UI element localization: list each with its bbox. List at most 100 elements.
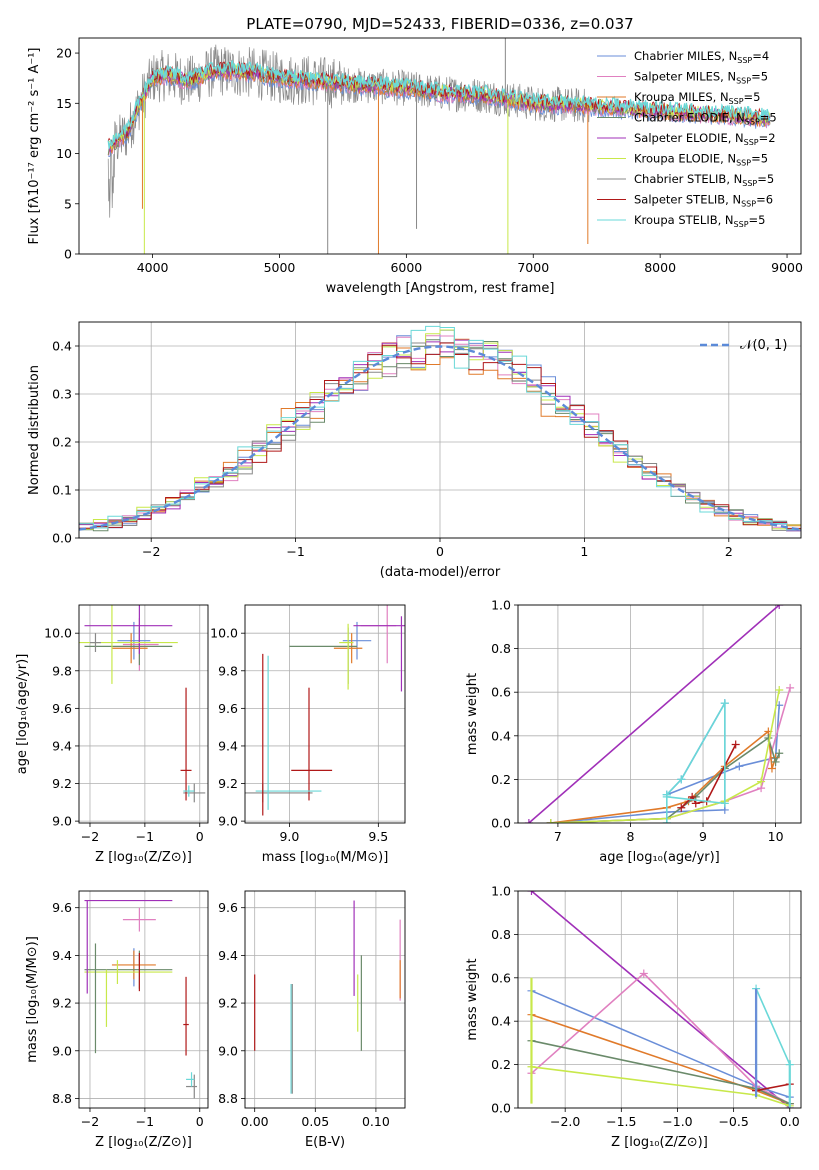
weight-line-purple <box>530 891 791 1108</box>
y-tick-label: 0.0 <box>52 531 72 546</box>
y-tick-label: 10.0 <box>210 626 238 641</box>
errorbar-point-pink <box>122 907 156 932</box>
weight-line-red <box>755 1083 790 1092</box>
weight-line-cyan <box>755 988 791 1065</box>
x-tick-label: −2 <box>81 829 99 844</box>
panel-4: 9.0 9.5 9.0 9.2 9.4 9.6 9.8 10.0 mass [log₁₀(M/M… <box>210 604 406 865</box>
y-tick-label: 0.1 <box>52 483 72 498</box>
panel-6: −2 −1 0 8.8 9.0 9.2 9.4 9.6 Z [log₁₀(Z/Z⊙)] mass … <box>25 890 209 1150</box>
errorbar-point-gray <box>245 783 313 803</box>
panel-5: 7 8 9 10 0.0 0.2 0.4 0.6 0.8 1.0 age [log₁₀(age/yr… <box>465 598 802 865</box>
legend-entry: 𝒩(0, 1) <box>740 338 787 353</box>
y-tick-label: 10.0 <box>44 626 72 641</box>
axes-frame <box>78 890 209 1109</box>
y-tick-label: 9.4 <box>218 738 238 753</box>
axes-frame <box>517 604 802 824</box>
y-tick-label: 9.6 <box>52 701 72 716</box>
y-tick-label: 8.8 <box>218 1091 238 1106</box>
y-tick-label: 1.0 <box>491 598 511 613</box>
x-tick-label: 5000 <box>264 260 296 275</box>
y-tick-label: 1.0 <box>491 884 511 899</box>
x-tick-label: 9.5 <box>368 829 388 844</box>
errorbar-point-blue <box>342 621 372 660</box>
panel-3: −2 −1 0 9.0 9.2 9.4 9.6 9.8 10.0 Z [log₁₀(Z/Z⊙)] a… <box>15 604 209 865</box>
y-tick-label: 0.4 <box>491 1014 511 1029</box>
weight-line-orange <box>550 729 777 823</box>
y-tick-label: 0.2 <box>491 772 511 787</box>
x-tick-label: −1 <box>136 829 154 844</box>
axes-frame <box>517 890 802 1109</box>
y-axis-label: mass weight <box>465 673 480 755</box>
y-tick-label: 0.6 <box>491 685 511 700</box>
y-tick-label: 0.4 <box>491 728 511 743</box>
y-tick-label: 9.8 <box>218 663 238 678</box>
y-axis-label: mass [log₁₀(M/M⊙)] <box>25 936 40 1063</box>
x-tick-label: −2 <box>142 544 160 559</box>
y-axis-label: Flux [fλ10⁻¹⁷ erg cm⁻² s⁻¹ A⁻¹] <box>27 48 42 245</box>
errorbar-point-yellow <box>339 623 354 690</box>
panel-2: −2 −1 0 1 2 0.0 0.1 0.2 0.3 0.4 (data-model)/error… <box>27 321 802 580</box>
x-tick-label: 10 <box>768 829 784 844</box>
y-tick-label: 9.6 <box>52 900 72 915</box>
x-tick-label: −1.5 <box>606 1114 636 1129</box>
weight-line-orange <box>531 1013 791 1105</box>
errorbar-point-green <box>289 627 357 684</box>
errorbar-point-cyan <box>186 1072 195 1087</box>
y-tick-label: 10 <box>56 146 72 161</box>
weight-marker <box>786 683 795 692</box>
x-tick-label: 1 <box>580 544 588 559</box>
y-tick-label: 9.0 <box>218 1043 238 1058</box>
y-tick-label: 9.6 <box>218 701 238 716</box>
errorbar-point-gray <box>89 633 101 652</box>
errorbar-point-orange <box>111 633 148 664</box>
weight-marker <box>720 699 729 708</box>
weight-line-yellow <box>531 1066 791 1107</box>
weight-marker <box>662 819 671 823</box>
y-tick-label: 9.4 <box>52 738 72 753</box>
errorbar-point-cyan <box>183 785 195 797</box>
weight-line-pink <box>550 687 791 823</box>
x-tick-label: 7000 <box>517 260 549 275</box>
x-tick-label: 0 <box>196 829 204 844</box>
axes-frame <box>78 37 802 255</box>
weight-marker <box>677 775 686 784</box>
y-tick-label: 9.6 <box>218 900 238 915</box>
x-tick-label: 9000 <box>771 260 803 275</box>
x-tick-label: 9 <box>699 829 707 844</box>
y-tick-label: 9.2 <box>52 996 72 1011</box>
y-tick-label: 0.0 <box>491 816 511 831</box>
y-axis-label: mass weight <box>465 958 480 1040</box>
x-tick-label: 2 <box>725 544 733 559</box>
weight-marker <box>546 819 555 823</box>
y-tick-label: 9.0 <box>218 814 238 829</box>
errorbar-point-purple <box>84 605 173 654</box>
x-tick-label: 8 <box>626 829 634 844</box>
y-tick-label: 0.8 <box>491 641 511 656</box>
axes-frame <box>78 321 802 539</box>
weight-line-yellow <box>550 689 780 823</box>
legend-entry: Chabrier MILES, NSSP=4 <box>634 49 769 65</box>
y-tick-label: 0 <box>64 247 72 262</box>
y-tick-label: 0.2 <box>491 1057 511 1072</box>
axes-frame <box>78 604 209 824</box>
x-axis-label: (data-model)/error <box>380 565 501 580</box>
weight-marker <box>757 777 766 786</box>
y-tick-label: 5 <box>64 196 72 211</box>
errorbar-point-green <box>84 950 173 989</box>
plot-area <box>527 891 794 1108</box>
x-tick-label: 6000 <box>390 260 422 275</box>
plot-area <box>79 325 801 532</box>
errorbar-point-cyan <box>255 655 322 810</box>
errorbar-point-orange <box>111 950 156 980</box>
plot-area <box>524 605 795 823</box>
figure-title: PLATE=0790, MJD=52433, FIBERID=0336, z=0… <box>246 15 633 33</box>
x-axis-label: E(B-V) <box>305 1135 345 1150</box>
weight-marker <box>639 969 648 978</box>
panel-1: 4000 5000 6000 7000 8000 9000 0 5 10 15 20 waveleng… <box>27 37 803 296</box>
plot-area <box>107 38 771 254</box>
weight-line-purple <box>528 605 780 823</box>
weight-line-blue <box>550 700 780 823</box>
y-tick-label: 9.0 <box>52 814 72 829</box>
gaussian-curve <box>79 345 801 531</box>
